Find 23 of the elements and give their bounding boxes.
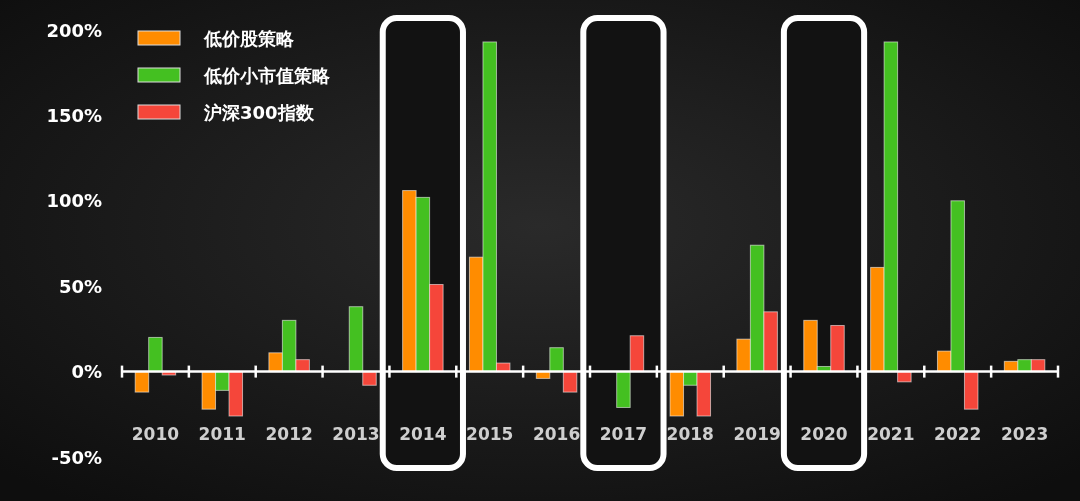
legend-label: 低价小市值策略 xyxy=(203,64,331,86)
y-tick-label: 0% xyxy=(71,361,102,383)
x-tick-label: 2020 xyxy=(800,424,848,444)
x-tick-label: 2021 xyxy=(867,424,915,444)
y-tick-label: 200% xyxy=(46,19,102,41)
legend-label: 沪深300指数 xyxy=(203,101,315,123)
x-tick-label: 2010 xyxy=(131,424,180,444)
x-tick-label: 2012 xyxy=(265,424,313,444)
x-tick-label: 2015 xyxy=(466,424,514,444)
x-tick-label: 2023 xyxy=(1000,424,1049,444)
x-tick-label: 2014 xyxy=(399,424,447,444)
y-tick-label: 100% xyxy=(46,190,102,212)
x-tick-label: 2013 xyxy=(332,424,380,444)
y-tick-label: 50% xyxy=(58,275,102,297)
x-tick-label: 2022 xyxy=(934,424,982,444)
x-tick-label: 2017 xyxy=(599,424,648,444)
legend-label: 低价股策略 xyxy=(203,27,295,49)
y-tick-label: 150% xyxy=(46,104,102,126)
x-tick-label: 2016 xyxy=(532,424,581,444)
x-tick-label: 2019 xyxy=(733,424,781,444)
x-tick-label: 2011 xyxy=(198,424,246,444)
y-tick-label: -50% xyxy=(51,446,102,468)
x-tick-label: 2018 xyxy=(666,424,714,444)
